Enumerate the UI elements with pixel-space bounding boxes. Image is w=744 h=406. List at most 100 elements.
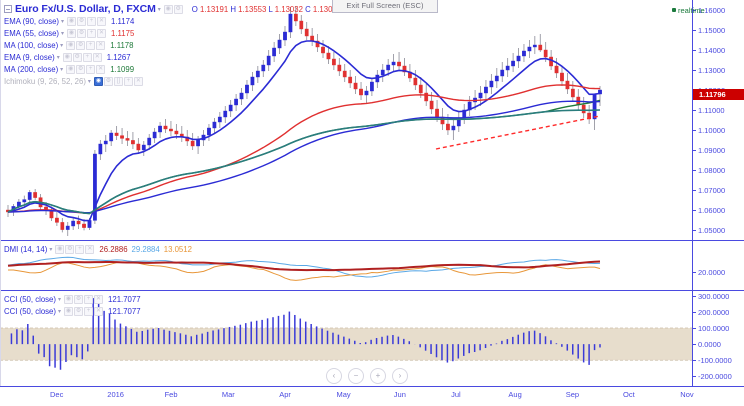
eye-icon[interactable]: ◉: [67, 16, 77, 26]
title-icon-group[interactable]: ◉ ⚙: [163, 4, 183, 14]
close-icon[interactable]: ✕: [96, 64, 106, 74]
cci-icon-group[interactable]: ◉ ⚙ + ✕: [64, 306, 104, 316]
close-icon[interactable]: ✕: [94, 294, 104, 304]
study-legend-label[interactable]: MA (100, close): [4, 40, 59, 50]
cci-legend-row[interactable]: CCI (50, close) ▾ ◉ ⚙ + ✕ 121.7077: [4, 293, 141, 305]
study-legend-row[interactable]: EMA (55, close) ▾ ◉ ⚙ + ✕ 1.1175: [4, 27, 341, 39]
add-icon[interactable]: +: [123, 76, 133, 86]
add-icon[interactable]: +: [84, 294, 94, 304]
cci-legend-label[interactable]: CCI (50, close): [4, 294, 56, 304]
bracket-icon[interactable]: []: [113, 76, 123, 86]
settings-icon[interactable]: ⚙: [74, 294, 84, 304]
chevron-down-icon[interactable]: ▾: [58, 308, 62, 315]
chart-navigation-controls[interactable]: ‹ − + ›: [326, 368, 408, 386]
tick-dash: [693, 328, 696, 330]
settings-icon[interactable]: ⚙: [65, 244, 75, 254]
study-legend-row[interactable]: EMA (90, close) ▾ ◉ ⚙ + ✕ 1.1174: [4, 15, 341, 27]
dmi-axis[interactable]: 20.0000: [693, 241, 744, 290]
study-legend-label[interactable]: EMA (55, close): [4, 28, 60, 38]
dmi-plot[interactable]: [0, 241, 692, 290]
price-pane[interactable]: [0, 0, 692, 240]
eye-icon[interactable]: ◉: [93, 76, 103, 86]
eye-icon[interactable]: ◉: [55, 244, 65, 254]
eye-icon[interactable]: ◉: [163, 4, 173, 14]
study-legend-row[interactable]: MA (200, close) ▾ ◉ ⚙ + ✕ 1.1099: [4, 63, 341, 75]
scroll-left-button[interactable]: ‹: [326, 368, 342, 384]
settings-icon[interactable]: ⚙: [76, 40, 86, 50]
candlestick-plot[interactable]: [0, 0, 692, 240]
dmi-icon-group[interactable]: ◉ ⚙ + ✕: [55, 244, 95, 254]
cci-plot[interactable]: [0, 291, 692, 386]
chevron-down-icon[interactable]: ▾: [61, 18, 65, 25]
add-icon[interactable]: +: [84, 306, 94, 316]
add-icon[interactable]: +: [87, 16, 97, 26]
study-icon-group[interactable]: ◉ ⚙ + ✕: [66, 64, 106, 74]
dmi-legend-row[interactable]: DMI (14, 14) ▾ ◉ ⚙ + ✕ 26.2886 29.2884 1…: [4, 243, 192, 255]
study-icon-group[interactable]: ◉ ⚙ + ✕: [62, 52, 102, 62]
add-icon[interactable]: +: [86, 40, 96, 50]
add-icon[interactable]: +: [75, 244, 85, 254]
zoom-out-button[interactable]: −: [348, 368, 364, 384]
study-icon-group[interactable]: ◉ ⚙[] + ✕: [93, 76, 143, 86]
eye-icon[interactable]: ◉: [62, 52, 72, 62]
dmi-pane[interactable]: [0, 241, 692, 290]
eye-icon[interactable]: ◉: [66, 64, 76, 74]
chevron-down-icon[interactable]: ▾: [58, 296, 62, 303]
study-icon-group[interactable]: ◉ ⚙ + ✕: [66, 40, 106, 50]
close-icon[interactable]: ✕: [97, 16, 107, 26]
chevron-down-icon[interactable]: ▾: [157, 6, 161, 13]
cci-icon-group[interactable]: ◉ ⚙ + ✕: [64, 294, 104, 304]
settings-icon[interactable]: ⚙: [74, 306, 84, 316]
page-title[interactable]: Euro Fx/U.S. Dollar, D, FXCM: [15, 3, 156, 15]
study-legend-row[interactable]: MA (100, close) ▾ ◉ ⚙ + ✕ 1.1178: [4, 39, 341, 51]
close-icon[interactable]: ✕: [133, 76, 143, 86]
add-icon[interactable]: +: [82, 52, 92, 62]
cci-legend-row[interactable]: CCI (50, close) ▾ ◉ ⚙ + ✕ 121.7077: [4, 305, 141, 317]
close-icon[interactable]: ✕: [85, 244, 95, 254]
close-icon[interactable]: ✕: [92, 52, 102, 62]
zoom-in-button[interactable]: +: [370, 368, 386, 384]
study-icon-group[interactable]: ◉ ⚙ + ✕: [67, 16, 107, 26]
settings-icon[interactable]: ⚙: [76, 64, 86, 74]
legend-title-row[interactable]: Euro Fx/U.S. Dollar, D, FXCM ▾ ◉ ⚙ O 1.1…: [4, 3, 341, 15]
settings-icon[interactable]: ⚙: [77, 16, 87, 26]
chevron-down-icon[interactable]: ▾: [60, 42, 64, 49]
close-icon[interactable]: ✕: [94, 306, 104, 316]
eye-icon[interactable]: ◉: [67, 28, 77, 38]
scroll-right-button[interactable]: ›: [392, 368, 408, 384]
settings-icon[interactable]: ⚙: [77, 28, 87, 38]
study-legend-row[interactable]: Ichimoku (9, 26, 52, 26) ▾ ◉ ⚙[] + ✕: [4, 75, 341, 87]
ohlc-high-value: 1.13553: [238, 4, 267, 14]
cci-legend-label[interactable]: CCI (50, close): [4, 306, 56, 316]
settings-icon[interactable]: ⚙: [173, 4, 183, 14]
study-legend-label[interactable]: MA (200, close): [4, 64, 59, 74]
minus-box-icon[interactable]: [4, 5, 12, 13]
add-icon[interactable]: +: [87, 28, 97, 38]
chevron-down-icon[interactable]: ▾: [56, 54, 60, 61]
chevron-down-icon[interactable]: ▾: [61, 30, 65, 37]
time-axis[interactable]: Dec 2016 Feb Mar Apr May Jun Jul Aug Sep Oct Nov: [0, 387, 744, 406]
close-icon[interactable]: ✕: [96, 40, 106, 50]
dmi-legend-label[interactable]: DMI (14, 14): [4, 244, 48, 254]
price-axis-tick-label: 1.09000: [698, 146, 726, 155]
settings-icon[interactable]: ⚙: [103, 76, 113, 86]
study-icon-group[interactable]: ◉ ⚙ + ✕: [67, 28, 107, 38]
add-icon[interactable]: +: [86, 64, 96, 74]
eye-icon[interactable]: ◉: [66, 40, 76, 50]
cci-axis[interactable]: 300.0000 200.0000 100.0000 0.0000 -100.0000 -…: [693, 291, 744, 386]
eye-icon[interactable]: ◉: [64, 306, 74, 316]
cci-pane[interactable]: [0, 291, 692, 386]
chevron-down-icon[interactable]: ▾: [60, 66, 64, 73]
price-axis[interactable]: 1.160001.150001.140001.130001.120001.110…: [693, 0, 744, 240]
study-legend-row[interactable]: EMA (9, close) ▾ ◉ ⚙ + ✕ 1.1267: [4, 51, 341, 63]
study-legend-label[interactable]: Ichimoku (9, 26, 52, 26): [4, 76, 86, 86]
close-icon[interactable]: ✕: [97, 28, 107, 38]
exit-fullscreen-button[interactable]: Exit Full Screen (ESC): [332, 0, 438, 13]
eye-icon[interactable]: ◉: [64, 294, 74, 304]
chevron-down-icon[interactable]: ▾: [49, 246, 53, 253]
study-legend-label[interactable]: EMA (9, close): [4, 52, 55, 62]
chevron-down-icon[interactable]: ▾: [87, 78, 91, 85]
study-legend-label[interactable]: EMA (90, close): [4, 16, 60, 26]
settings-icon[interactable]: ⚙: [72, 52, 82, 62]
